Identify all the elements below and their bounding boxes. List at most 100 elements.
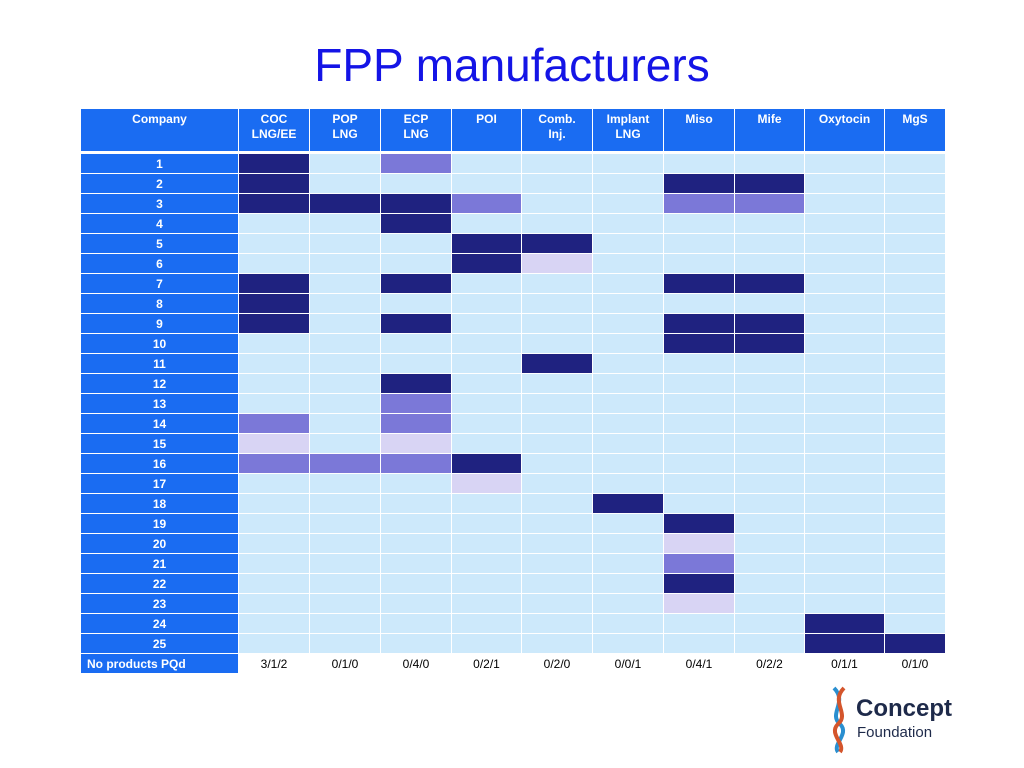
status-cell bbox=[521, 493, 593, 514]
status-cell bbox=[734, 633, 805, 654]
company-cell: 23 bbox=[80, 593, 239, 614]
status-cell bbox=[804, 413, 885, 434]
status-cell bbox=[663, 593, 735, 614]
status-cell bbox=[309, 473, 381, 494]
status-cell bbox=[804, 613, 885, 634]
status-cell bbox=[238, 293, 310, 314]
data-row: 20 bbox=[80, 533, 946, 554]
status-cell bbox=[309, 193, 381, 214]
status-cell bbox=[592, 413, 664, 434]
status-cell bbox=[663, 613, 735, 634]
status-cell bbox=[309, 593, 381, 614]
status-cell bbox=[309, 433, 381, 454]
status-cell bbox=[884, 213, 946, 234]
footer-cell: No products PQd bbox=[80, 653, 239, 674]
status-cell bbox=[521, 453, 593, 474]
status-cell bbox=[663, 393, 735, 414]
company-cell: 9 bbox=[80, 313, 239, 334]
status-cell bbox=[734, 513, 805, 534]
status-cell bbox=[521, 153, 593, 174]
status-cell bbox=[804, 293, 885, 314]
status-cell bbox=[663, 173, 735, 194]
logo-sub: Foundation bbox=[857, 724, 932, 741]
status-cell bbox=[884, 333, 946, 354]
status-cell bbox=[592, 633, 664, 654]
data-row: 3 bbox=[80, 193, 946, 214]
status-cell bbox=[451, 613, 522, 634]
status-cell bbox=[804, 253, 885, 274]
data-row: 18 bbox=[80, 493, 946, 514]
status-cell bbox=[451, 453, 522, 474]
status-cell bbox=[309, 353, 381, 374]
status-cell bbox=[884, 153, 946, 174]
data-row: 19 bbox=[80, 513, 946, 534]
status-cell bbox=[238, 193, 310, 214]
status-cell bbox=[238, 533, 310, 554]
status-cell bbox=[804, 513, 885, 534]
status-cell bbox=[734, 153, 805, 174]
company-cell: 3 bbox=[80, 193, 239, 214]
data-row: 5 bbox=[80, 233, 946, 254]
status-cell bbox=[884, 173, 946, 194]
status-cell bbox=[884, 553, 946, 574]
status-cell bbox=[521, 573, 593, 594]
status-cell bbox=[804, 433, 885, 454]
status-cell bbox=[451, 353, 522, 374]
status-cell bbox=[804, 473, 885, 494]
status-cell bbox=[663, 453, 735, 474]
footer-cell: 3/1/2 bbox=[238, 653, 310, 674]
status-cell bbox=[884, 513, 946, 534]
status-cell bbox=[521, 253, 593, 274]
logo-helix bbox=[832, 686, 846, 754]
status-cell bbox=[592, 373, 664, 394]
company-cell: 25 bbox=[80, 633, 239, 654]
status-cell bbox=[663, 413, 735, 434]
status-cell bbox=[380, 373, 452, 394]
status-cell bbox=[804, 273, 885, 294]
status-cell bbox=[238, 153, 310, 174]
status-cell bbox=[804, 173, 885, 194]
status-cell bbox=[804, 213, 885, 234]
status-cell bbox=[663, 433, 735, 454]
status-cell bbox=[734, 193, 805, 214]
status-cell bbox=[238, 433, 310, 454]
status-cell bbox=[884, 253, 946, 274]
status-cell bbox=[884, 193, 946, 214]
status-cell bbox=[663, 213, 735, 234]
header-cell: Comb. Inj. bbox=[521, 108, 593, 152]
status-cell bbox=[884, 393, 946, 414]
status-cell bbox=[884, 293, 946, 314]
status-cell bbox=[309, 493, 381, 514]
status-cell bbox=[734, 593, 805, 614]
status-cell bbox=[521, 593, 593, 614]
status-cell bbox=[521, 433, 593, 454]
status-cell bbox=[734, 393, 805, 414]
status-cell bbox=[804, 573, 885, 594]
status-cell bbox=[734, 253, 805, 274]
status-cell bbox=[309, 513, 381, 534]
company-cell: 16 bbox=[80, 453, 239, 474]
status-cell bbox=[521, 273, 593, 294]
company-cell: 13 bbox=[80, 393, 239, 414]
header-cell: MgS bbox=[884, 108, 946, 152]
status-cell bbox=[592, 273, 664, 294]
status-cell bbox=[884, 613, 946, 634]
status-cell bbox=[592, 313, 664, 334]
status-cell bbox=[521, 293, 593, 314]
company-cell: 6 bbox=[80, 253, 239, 274]
status-cell bbox=[804, 633, 885, 654]
logo: Concept Foundation bbox=[832, 686, 952, 754]
status-cell bbox=[309, 553, 381, 574]
status-cell bbox=[663, 633, 735, 654]
company-cell: 24 bbox=[80, 613, 239, 634]
header-cell: POP LNG bbox=[309, 108, 381, 152]
status-cell bbox=[663, 273, 735, 294]
data-row: 13 bbox=[80, 393, 946, 414]
status-cell bbox=[451, 533, 522, 554]
data-row: 14 bbox=[80, 413, 946, 434]
status-cell bbox=[804, 313, 885, 334]
status-cell bbox=[592, 333, 664, 354]
status-cell bbox=[884, 493, 946, 514]
status-cell bbox=[521, 233, 593, 254]
status-cell bbox=[238, 273, 310, 294]
